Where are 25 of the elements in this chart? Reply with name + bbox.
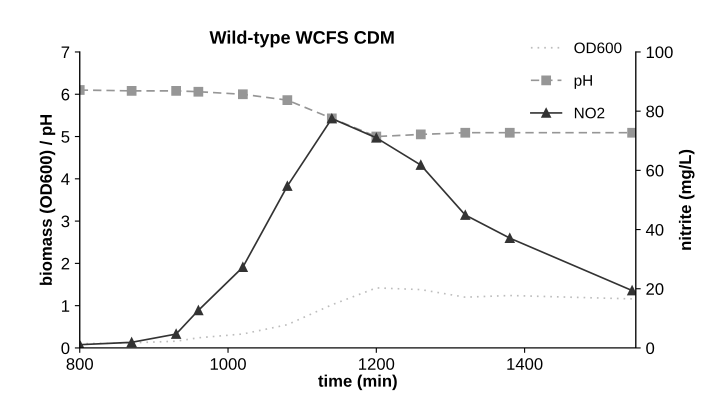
- y-tick-label: 4: [61, 173, 70, 185]
- legend-label: NO2: [574, 108, 604, 118]
- y-tick-label: 6: [62, 88, 70, 100]
- y-tick-label: 3: [61, 215, 70, 228]
- y-tick-label: 2: [62, 258, 70, 270]
- y-axis-title: biomass (OD600) / pH: [40, 114, 56, 285]
- x-tick-label: 1400: [507, 358, 542, 370]
- chart-title: Wild-type WCFS CDM: [210, 30, 394, 48]
- x-tick-label: 800: [66, 358, 93, 370]
- y2-axis-title: nitrite (mg/L): [678, 150, 695, 250]
- y2-tick-label: 20: [646, 283, 664, 295]
- legend-label: OD600: [574, 42, 622, 54]
- y-tick-label: 5: [61, 131, 70, 143]
- x-axis-title: time (min): [318, 374, 397, 390]
- y-tick-label: 0: [61, 342, 70, 354]
- y-tick-label: 1: [62, 300, 70, 312]
- x-tick-label: 1200: [359, 358, 394, 370]
- legend-label: pH: [574, 75, 592, 89]
- y2-tick-label: 60: [646, 164, 664, 177]
- y2-tick-label: 40: [646, 224, 664, 236]
- y-tick-label: 7: [62, 46, 70, 58]
- x-tick-label: 1000: [210, 358, 246, 370]
- y2-tick-label: 80: [646, 106, 664, 118]
- y2-tick-label: 100: [646, 46, 673, 58]
- y2-tick-label: 0: [646, 342, 654, 354]
